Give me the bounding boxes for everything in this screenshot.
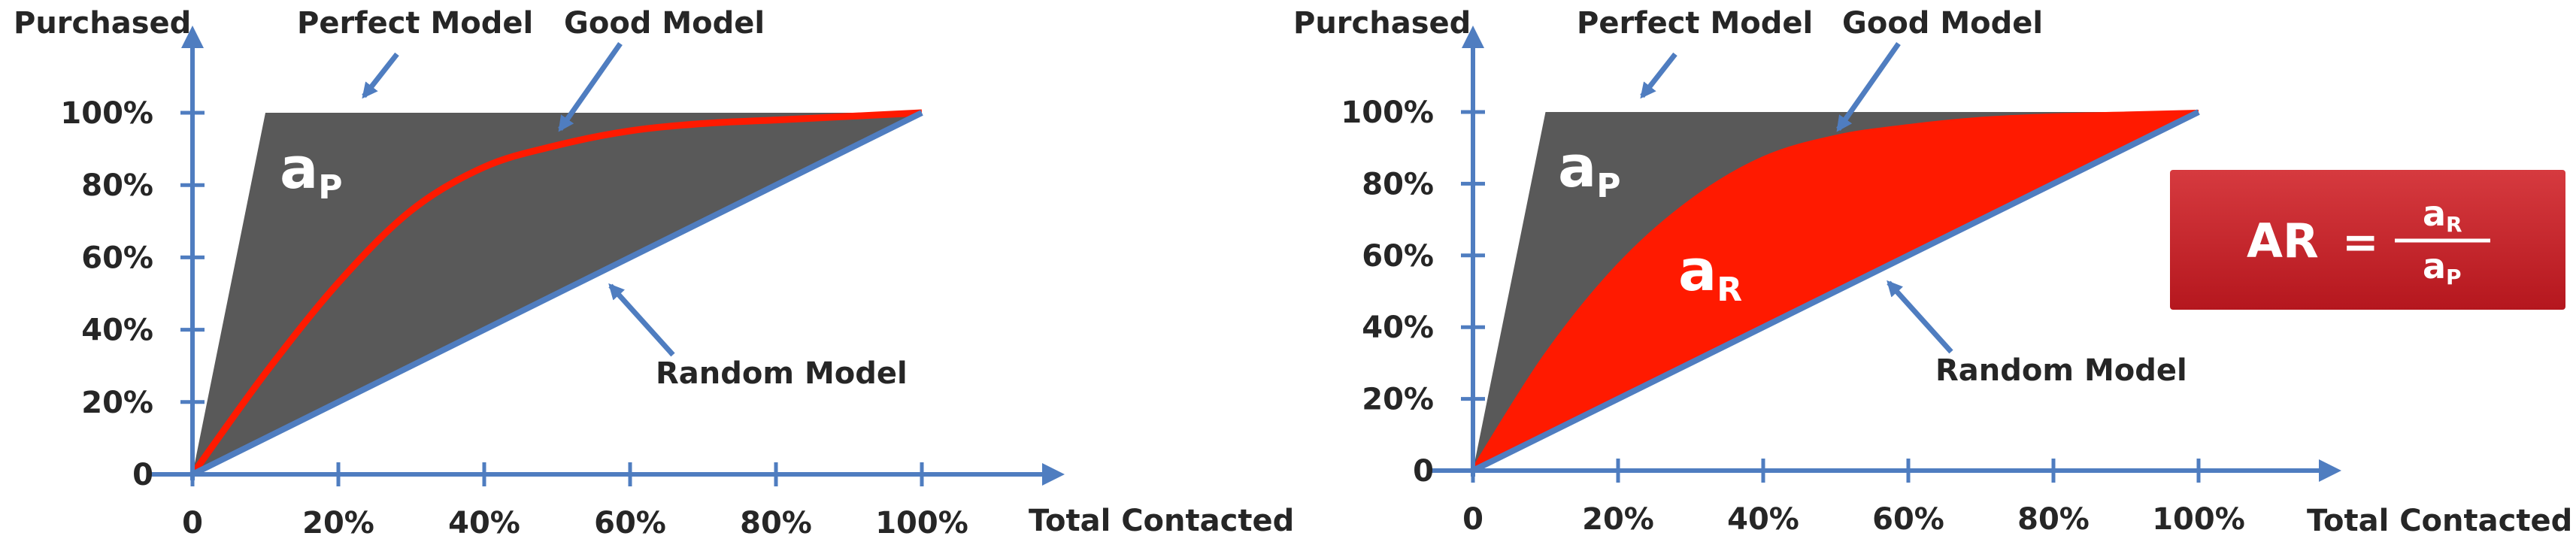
perfect-model-pointer — [1640, 52, 1677, 99]
y-tick-label: 40% — [81, 313, 153, 348]
y-tick-label: 80% — [81, 168, 153, 203]
formula-equals: = — [2342, 216, 2379, 268]
x-tick-label: 0 — [1462, 502, 1483, 537]
y-tick-label: 40% — [1362, 310, 1434, 345]
random-model-line — [191, 110, 923, 477]
y-ticks: 0 20% 40% 60% 80% 100% — [60, 96, 205, 492]
x-ticks: 0 20% 40% 60% 80% 100% — [182, 462, 968, 540]
y-tick-label: 20% — [81, 386, 153, 420]
random-model-annotation: Random Model — [656, 356, 908, 391]
y-tick-label: 60% — [1362, 239, 1434, 274]
x-tick-label: 80% — [2017, 502, 2090, 537]
y-ticks: 0 20% 40% 60% 80% 100% — [1341, 95, 1485, 489]
chart-left: 0 20% 40% 60% 80% 100% 0 20% 40% 60% 80% 100% Purc… — [14, 6, 1294, 540]
chart-right: 0 20% 40% 60% 80% 100% 0 20% 40% 60% 80% 100% Purc… — [1293, 6, 2572, 538]
perfect-model-annotation: Perfect Model — [1577, 6, 1813, 41]
x-tick-label: 40% — [1727, 502, 1799, 537]
good-model-curve — [1471, 110, 2199, 472]
good-model-curve — [189, 109, 923, 477]
x-tick-label: 20% — [302, 506, 374, 540]
random-model-line — [1471, 109, 2200, 474]
x-axis-title: Total Contacted — [2307, 504, 2572, 538]
y-tick-label: 0 — [132, 458, 153, 492]
formula-denominator: aP — [2423, 246, 2462, 289]
perfect-model-pointer — [362, 52, 399, 99]
area-perfect-label: aP — [280, 135, 343, 207]
y-axis-title: Purchased — [1293, 6, 1471, 41]
callout-box — [2170, 170, 2565, 310]
y-tick-label: 60% — [81, 241, 153, 275]
accuracy-ratio-callout: AR = aR aP — [2170, 170, 2565, 310]
x-tick-label: 60% — [1872, 502, 1944, 537]
area-perfect-label: aP — [1558, 133, 1621, 205]
y-axis-title: Purchased — [14, 6, 191, 41]
good-model-annotation: Good Model — [564, 6, 765, 41]
y-tick-label: 0 — [1413, 454, 1434, 489]
good-model-pointer — [1836, 41, 1901, 132]
x-tick-label: 100% — [2152, 502, 2245, 537]
formula-numerator: aR — [2423, 193, 2462, 237]
good-model-pointer — [558, 41, 623, 132]
formula-lhs: AR — [2247, 213, 2319, 268]
x-tick-label: 40% — [448, 506, 520, 540]
x-tick-label: 60% — [594, 506, 666, 540]
y-tick-label: 20% — [1362, 383, 1434, 417]
random-model-annotation: Random Model — [1935, 353, 2187, 388]
x-axis-title: Total Contacted — [1029, 504, 1294, 538]
random-model-pointer — [608, 283, 675, 357]
y-tick-label: 100% — [1341, 95, 1434, 130]
x-tick-label: 100% — [875, 506, 968, 540]
area-random-label: aR — [1678, 237, 1742, 309]
good-model-annotation: Good Model — [1842, 6, 2043, 41]
random-model-pointer — [1887, 280, 1953, 354]
y-tick-label: 80% — [1362, 167, 1434, 201]
perfect-model-annotation: Perfect Model — [297, 6, 533, 41]
x-tick-label: 0 — [182, 506, 203, 540]
y-tick-label: 100% — [60, 96, 153, 131]
x-tick-label: 20% — [1582, 502, 1654, 537]
x-ticks: 0 20% 40% 60% 80% 100% — [1462, 459, 2245, 537]
x-tick-label: 80% — [740, 506, 812, 540]
